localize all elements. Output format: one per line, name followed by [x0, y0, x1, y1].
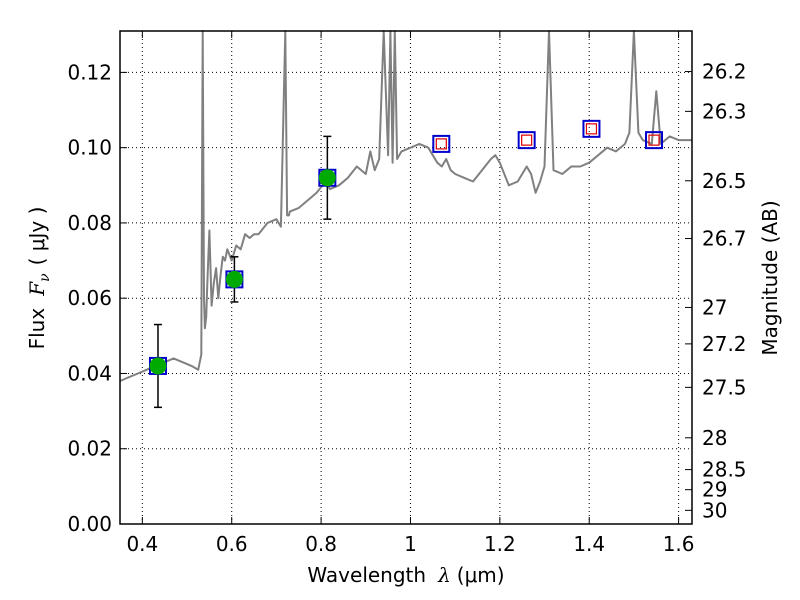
- mag-tick-label: 27: [702, 295, 727, 319]
- mag-tick-label: 26.2: [702, 60, 747, 84]
- upper-limit-marker: [521, 134, 533, 146]
- mag-tick-label: 28: [702, 426, 727, 450]
- x-tick-label: 0.4: [126, 532, 158, 556]
- mag-tick-label: 27.2: [702, 332, 747, 356]
- x-tick-label: 1.4: [573, 532, 605, 556]
- model-sed-line: [119, 30, 692, 382]
- detected-point: [225, 270, 243, 288]
- mag-tick-label: 30: [702, 498, 727, 522]
- mag-tick-label: 26.3: [702, 99, 747, 123]
- x-tick-label: 1: [404, 532, 417, 556]
- upper-limit-marker: [585, 123, 598, 135]
- y-axis-label: FluxFν( μJy ): [25, 207, 53, 350]
- photometry-markers: [148, 119, 664, 375]
- x-tick-label: 1.2: [484, 532, 516, 556]
- model-square-marker: [432, 134, 451, 153]
- y-tick-label: 0.04: [67, 361, 112, 385]
- y-tick-label: 0.00: [67, 512, 112, 536]
- y-tick-label: 0.12: [67, 60, 112, 84]
- grid: [120, 31, 692, 525]
- mag-tick-label: 26.7: [702, 227, 747, 251]
- mag-tick-label: 28.5: [702, 458, 747, 482]
- model-square-marker: [582, 119, 601, 138]
- plot-frame: [119, 30, 693, 525]
- y-tick-label: 0.02: [67, 437, 112, 461]
- x-axis-label: Wavelength λ (μm): [307, 563, 504, 587]
- magnitude-axis-label: Magnitude (AB): [758, 200, 782, 355]
- detected-point: [149, 357, 167, 375]
- x-tick-label: 1.6: [663, 532, 695, 556]
- y-axis-ticks: 0.00 0.02 0.04 0.06 0.08 0.10 0.12: [67, 60, 127, 536]
- model-square-marker: [645, 131, 664, 150]
- model-square-marker: [517, 131, 536, 150]
- upper-limit-marker: [648, 134, 660, 146]
- upper-limit-marker: [435, 138, 447, 150]
- mag-tick-label: 26.5: [702, 169, 747, 193]
- mag-tick-label: 27.5: [702, 375, 747, 399]
- y-tick-label: 0.10: [67, 136, 112, 160]
- y-tick-label: 0.08: [67, 211, 112, 235]
- x-tick-label: 0.8: [305, 532, 337, 556]
- detected-point: [318, 169, 336, 187]
- mag-tick-label: 29: [702, 478, 727, 502]
- series-line: [119, 30, 692, 382]
- x-axis-ticks: 0.4 0.6 0.8 1 1.2 1.4 1.6: [126, 31, 695, 556]
- y-tick-label: 0.06: [67, 286, 112, 310]
- x-tick-label: 0.6: [216, 532, 248, 556]
